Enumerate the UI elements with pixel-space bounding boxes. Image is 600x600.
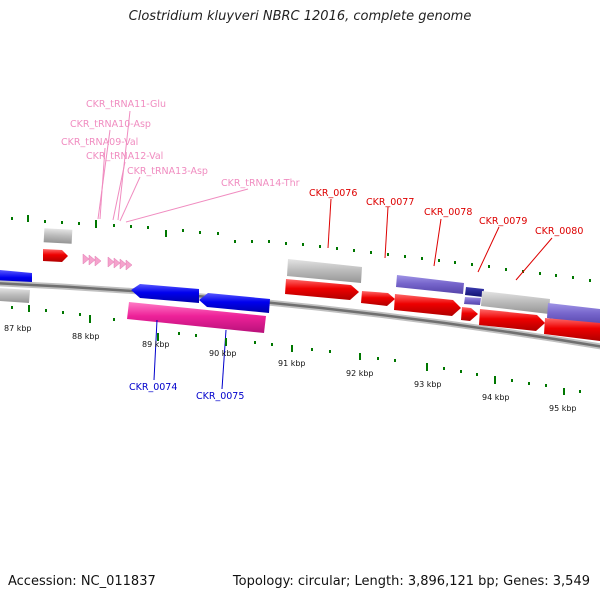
pink-feature-block (127, 302, 266, 333)
axis-label-95: 95 kbp (549, 404, 577, 413)
gene-label-trna09: CKR_tRNA09-Val (61, 137, 138, 148)
axis-label-91: 91 kbp (278, 359, 306, 368)
genome-title: Clostridium kluyveri NBRC 12016, complet… (128, 9, 472, 24)
navy-gene-block (465, 287, 484, 297)
grey-feature-block (0, 288, 30, 303)
cds-labels-top: CKR_0076 CKR_0077 CKR_0078 CKR_0079 CKR_… (309, 188, 583, 237)
gene-label-trna10: CKR_tRNA10-Asp (70, 119, 151, 130)
gene-label-trna12: CKR_tRNA12-Val (86, 151, 163, 162)
red-gene-arrow (394, 294, 461, 316)
trna-arrows (82, 253, 133, 271)
axis-labels: 87 kbp 88 kbp 89 kbp 90 kbp 91 kbp 92 kb… (4, 324, 577, 413)
blue-gene-arrow (199, 293, 270, 313)
purple-gene-block (396, 275, 464, 294)
axis-label-93: 93 kbp (414, 380, 442, 389)
red-gene-arrow (461, 307, 478, 321)
cds-labels-bottom: CKR_0074 CKR_0075 (129, 382, 244, 402)
axis-label-94: 94 kbp (482, 393, 510, 402)
grey-feature-block (287, 259, 362, 283)
blue-gene-arrow (131, 284, 199, 303)
red-gene-arrow (43, 249, 68, 262)
gene-label-0079: CKR_0079 (479, 216, 527, 227)
topology-text: Topology: circular; Length: 3,896,121 bp… (232, 574, 590, 589)
gene-label-0074: CKR_0074 (129, 382, 177, 393)
outer-tick-row (11, 215, 591, 282)
gene-label-0076: CKR_0076 (309, 188, 357, 199)
purple-gene-block (464, 297, 481, 305)
gene-label-trna13: CKR_tRNA13-Asp (127, 166, 208, 177)
red-gene-arrow (544, 318, 600, 341)
axis-label-92: 92 kbp (346, 369, 374, 378)
red-gene-arrow (361, 291, 395, 306)
gene-label-trna11: CKR_tRNA11-Glu (86, 99, 166, 110)
accession-text: Accession: NC_011837 (8, 574, 156, 589)
gene-leader-lines (327, 198, 553, 281)
axis-label-87: 87 kbp (4, 324, 32, 333)
gene-label-0077: CKR_0077 (366, 197, 414, 208)
grey-feature-block (43, 228, 73, 244)
purple-gene-block (547, 303, 600, 326)
genome-backbone (0, 282, 600, 348)
grey-feature-block (481, 291, 550, 314)
gene-label-0080: CKR_0080 (535, 226, 583, 237)
gene-label-trna14: CKR_tRNA14-Thr (221, 178, 300, 189)
gene-label-0078: CKR_0078 (424, 207, 472, 218)
gene-label-0075: CKR_0075 (196, 391, 244, 402)
trna-labels: CKR_tRNA11-Glu CKR_tRNA10-Asp CKR_tRNA09… (61, 99, 300, 189)
red-gene-arrow (285, 279, 359, 300)
axis-label-89: 89 kbp (142, 340, 170, 349)
axis-label-88: 88 kbp (72, 332, 100, 341)
axis-label-90: 90 kbp (209, 349, 237, 358)
red-gene-arrow (479, 309, 545, 331)
inner-tick-row (11, 305, 581, 395)
trna-leader-lines (97, 110, 249, 223)
